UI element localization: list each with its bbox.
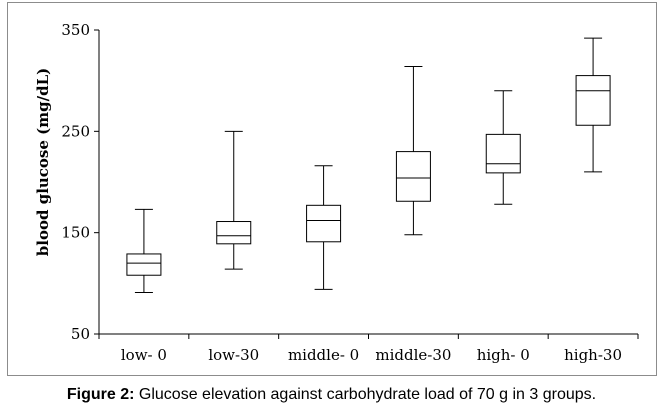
iqr-box xyxy=(485,133,521,174)
x-tick-label: low- 0 xyxy=(121,346,167,364)
x-tick-label: high- 0 xyxy=(477,346,530,364)
box-group xyxy=(395,65,431,236)
x-tick-label: middle-30 xyxy=(375,346,451,364)
y-tick-label: 150 xyxy=(61,224,90,242)
iqr-box xyxy=(126,253,162,276)
x-tick-label: low-30 xyxy=(208,346,259,364)
boxes xyxy=(126,37,611,293)
box-group xyxy=(485,90,521,205)
y-tick-label: 250 xyxy=(61,122,90,140)
figure-caption: Figure 2: Glucose elevation against carb… xyxy=(0,386,663,404)
box-group xyxy=(575,37,611,173)
x-tick-label: middle- 0 xyxy=(288,346,359,364)
chart-frame: 50 150 250 350 low- 0 low-30 middle- 0 middle-3… xyxy=(7,2,657,376)
caption-label: Figure 2: xyxy=(66,386,135,403)
axes xyxy=(94,29,639,339)
box-group xyxy=(216,130,252,270)
iqr-box xyxy=(306,204,342,243)
box-group xyxy=(126,208,162,293)
y-tick-label: 350 xyxy=(61,21,90,39)
box-group xyxy=(306,165,342,290)
iqr-box xyxy=(395,151,431,202)
x-tick-label: high-30 xyxy=(564,346,622,364)
tick-labels: 50 150 250 350 low- 0 low-30 middle- 0 middle-3… xyxy=(61,21,622,364)
iqr-box xyxy=(575,75,611,126)
y-axis-label: blood glucose (mg/dL) xyxy=(34,68,52,256)
y-tick-label: 50 xyxy=(71,325,90,343)
box-plot-chart: 50 150 250 350 low- 0 low-30 middle- 0 middle-3… xyxy=(34,21,639,364)
caption-text: Glucose elevation against carbohydrate l… xyxy=(134,386,597,403)
iqr-box xyxy=(216,221,252,245)
